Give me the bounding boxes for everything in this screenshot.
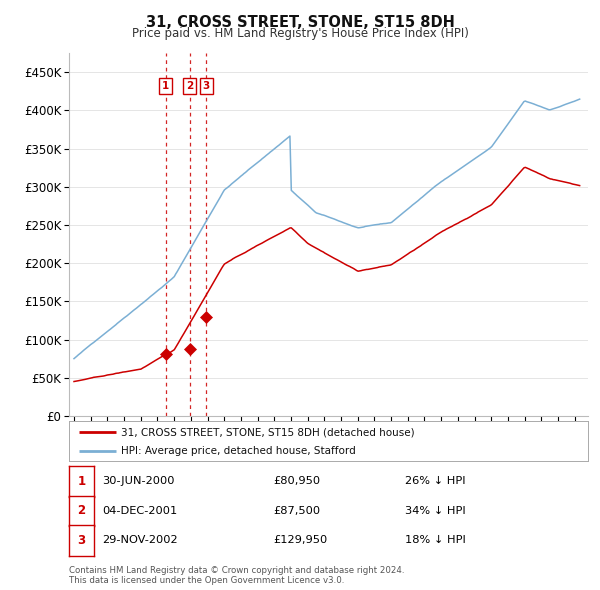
Text: 2: 2 xyxy=(77,504,86,517)
Text: 18% ↓ HPI: 18% ↓ HPI xyxy=(405,536,466,545)
Text: 30-JUN-2000: 30-JUN-2000 xyxy=(102,477,175,486)
Text: 3: 3 xyxy=(202,81,209,91)
Text: 1: 1 xyxy=(162,81,169,91)
Text: Price paid vs. HM Land Registry's House Price Index (HPI): Price paid vs. HM Land Registry's House … xyxy=(131,27,469,40)
Text: 31, CROSS STREET, STONE, ST15 8DH (detached house): 31, CROSS STREET, STONE, ST15 8DH (detac… xyxy=(121,427,415,437)
Text: 3: 3 xyxy=(77,534,86,547)
Text: 29-NOV-2002: 29-NOV-2002 xyxy=(102,536,178,545)
Text: 04-DEC-2001: 04-DEC-2001 xyxy=(102,506,177,516)
Text: 2: 2 xyxy=(186,81,193,91)
Text: £80,950: £80,950 xyxy=(273,477,320,486)
Text: £129,950: £129,950 xyxy=(273,536,327,545)
Text: 26% ↓ HPI: 26% ↓ HPI xyxy=(405,477,466,486)
Text: £87,500: £87,500 xyxy=(273,506,320,516)
Text: Contains HM Land Registry data © Crown copyright and database right 2024.
This d: Contains HM Land Registry data © Crown c… xyxy=(69,566,404,585)
Text: HPI: Average price, detached house, Stafford: HPI: Average price, detached house, Staf… xyxy=(121,447,356,456)
Text: 34% ↓ HPI: 34% ↓ HPI xyxy=(405,506,466,516)
Text: 31, CROSS STREET, STONE, ST15 8DH: 31, CROSS STREET, STONE, ST15 8DH xyxy=(146,15,454,30)
Text: 1: 1 xyxy=(77,475,86,488)
